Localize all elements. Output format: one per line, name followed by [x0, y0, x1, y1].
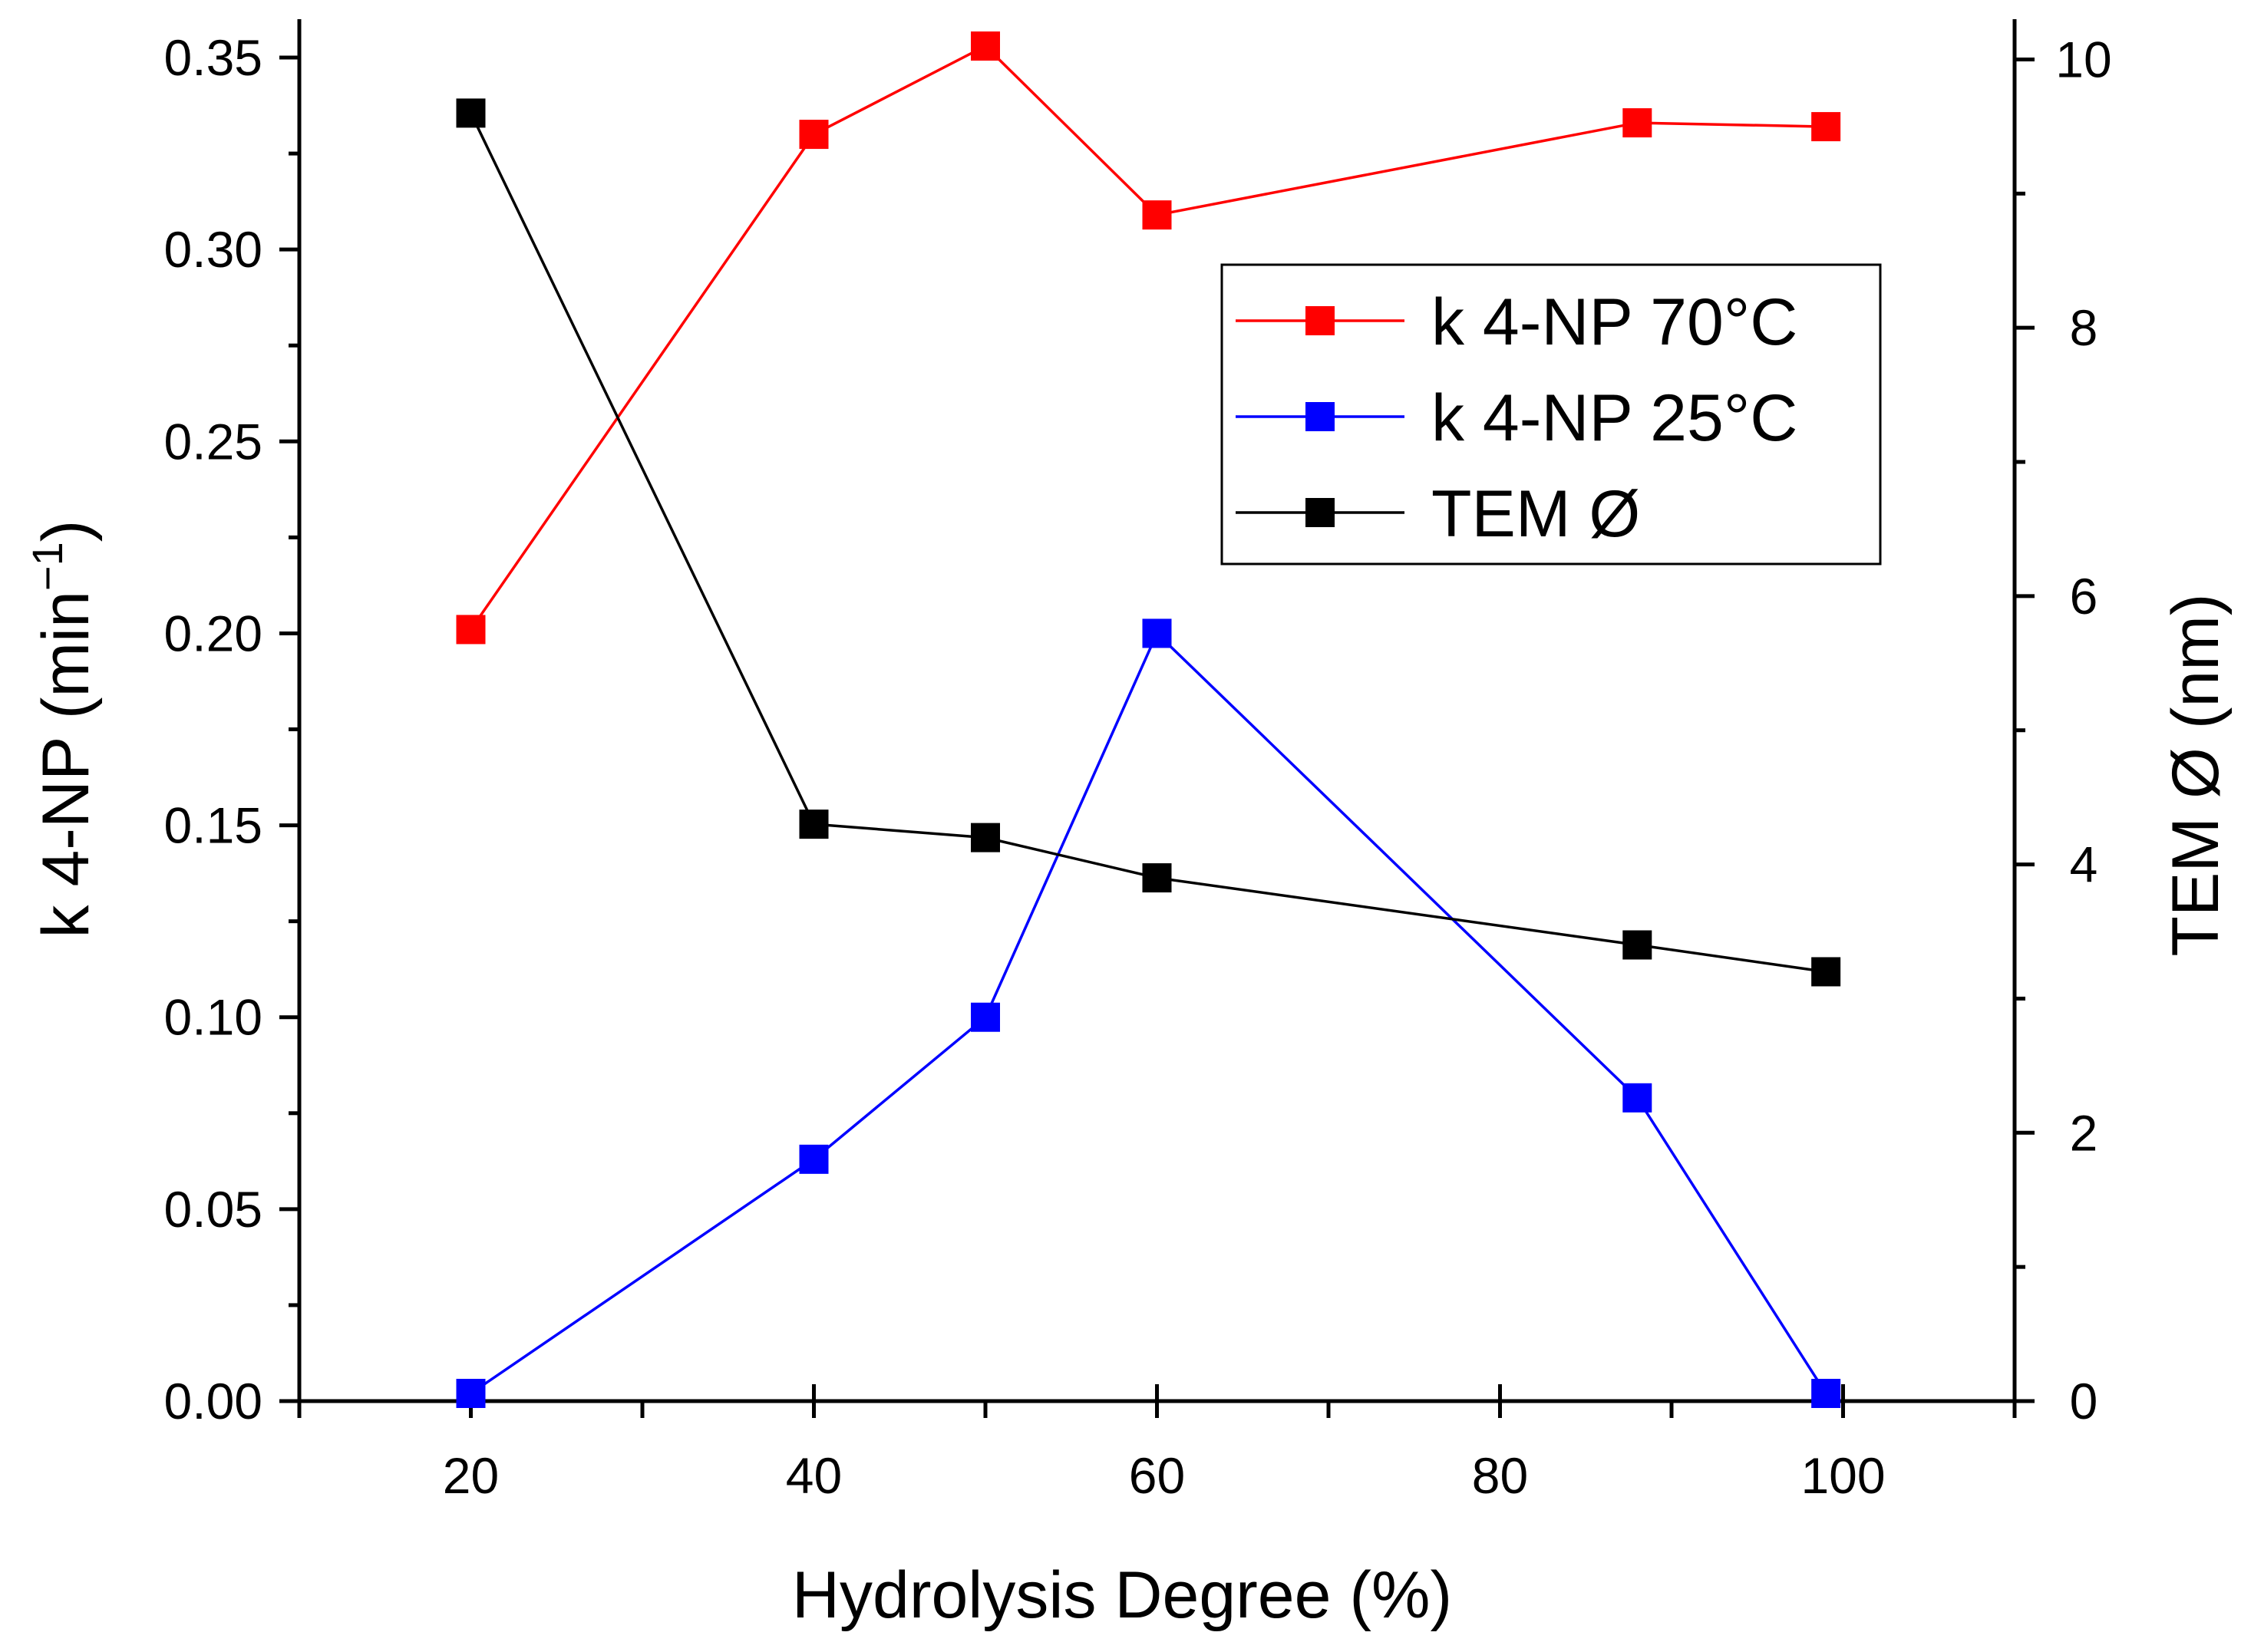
series-k-4-np-25-c	[456, 618, 1841, 1408]
x-tick-label: 100	[1800, 1447, 1885, 1504]
data-point-k-4-np-25-c	[456, 1378, 486, 1408]
left-y-tick-label: 0.20	[164, 605, 262, 661]
data-point-tem	[799, 810, 829, 839]
x-axis-title: Hydrolysis Degree (%)	[792, 1558, 1452, 1632]
data-point-k-4-np-70-c	[1811, 112, 1841, 142]
right-y-tick-label: 8	[2070, 299, 2098, 356]
right-y-tick-label: 0	[2070, 1373, 2098, 1429]
right-y-tick-label: 4	[2070, 836, 2098, 893]
left-y-tick-label: 0.05	[164, 1181, 262, 1238]
data-point-k-4-np-70-c	[971, 31, 1000, 61]
data-point-k-4-np-70-c	[799, 120, 829, 150]
series-line-tem	[469, 112, 1827, 974]
left-y-axis-title-close: )	[29, 520, 103, 542]
left-y-axis-title: k 4-NP (min−1)	[23, 520, 103, 938]
right-y-tick-label: 2	[2070, 1104, 2098, 1161]
left-y-tick-label: 0.25	[164, 413, 262, 470]
data-point-tem	[1811, 957, 1841, 987]
series-k-4-np-70-c	[456, 31, 1841, 645]
left-y-tick-label: 0.30	[164, 221, 262, 278]
legend-label: k 4-NP 25°C	[1431, 381, 1797, 455]
legend-swatch-marker	[1305, 402, 1335, 431]
left-y-tick-label: 0.35	[164, 29, 262, 86]
x-tick-label: 80	[1472, 1447, 1528, 1504]
data-point-tem	[1622, 930, 1652, 960]
data-point-k-4-np-25-c	[971, 1002, 1000, 1032]
left-y-tick-label: 0.00	[164, 1373, 262, 1429]
right-y-axis-title: TEM Ø (nm)	[2159, 594, 2233, 957]
left-y-tick-label: 0.15	[164, 797, 262, 854]
series-tem	[456, 98, 1841, 987]
data-point-tem	[1142, 863, 1172, 893]
data-point-k-4-np-25-c	[1142, 618, 1172, 648]
series-line-k-4-np-25-c	[470, 631, 1827, 1395]
legend-label: k 4-NP 70°C	[1431, 285, 1797, 359]
x-tick-label: 40	[786, 1447, 842, 1504]
data-point-tem	[971, 823, 1000, 852]
legend-label: TEM Ø	[1431, 477, 1640, 551]
data-point-k-4-np-70-c	[1622, 108, 1652, 138]
legend-swatch-marker	[1305, 306, 1335, 335]
data-point-k-4-np-25-c	[1622, 1083, 1652, 1113]
axes-frame: 20 40 60 80 1000.000.050.100.150.200.250.300…	[164, 19, 2112, 1504]
legend: k 4-NP 70°C k 4-NP 25°C TEM Ø	[1220, 263, 1882, 566]
left-y-axis-title-main: k 4-NP (min	[29, 591, 103, 938]
right-y-tick-label: 6	[2070, 568, 2098, 625]
left-y-tick-label: 0.10	[164, 989, 262, 1046]
series-layer	[456, 31, 1841, 1408]
legend-swatch-marker	[1305, 498, 1335, 527]
data-point-k-4-np-70-c	[456, 615, 486, 645]
series-line-k-4-np-70-c	[470, 44, 1827, 631]
x-tick-label: 20	[443, 1447, 499, 1504]
data-point-k-4-np-25-c	[799, 1144, 829, 1174]
data-point-tem	[456, 98, 486, 128]
left-y-axis-title-superscript: −1	[23, 542, 71, 591]
x-tick-label: 60	[1129, 1447, 1185, 1504]
data-point-k-4-np-70-c	[1142, 200, 1172, 230]
right-y-tick-label: 10	[2055, 31, 2111, 87]
data-point-k-4-np-25-c	[1811, 1378, 1841, 1408]
